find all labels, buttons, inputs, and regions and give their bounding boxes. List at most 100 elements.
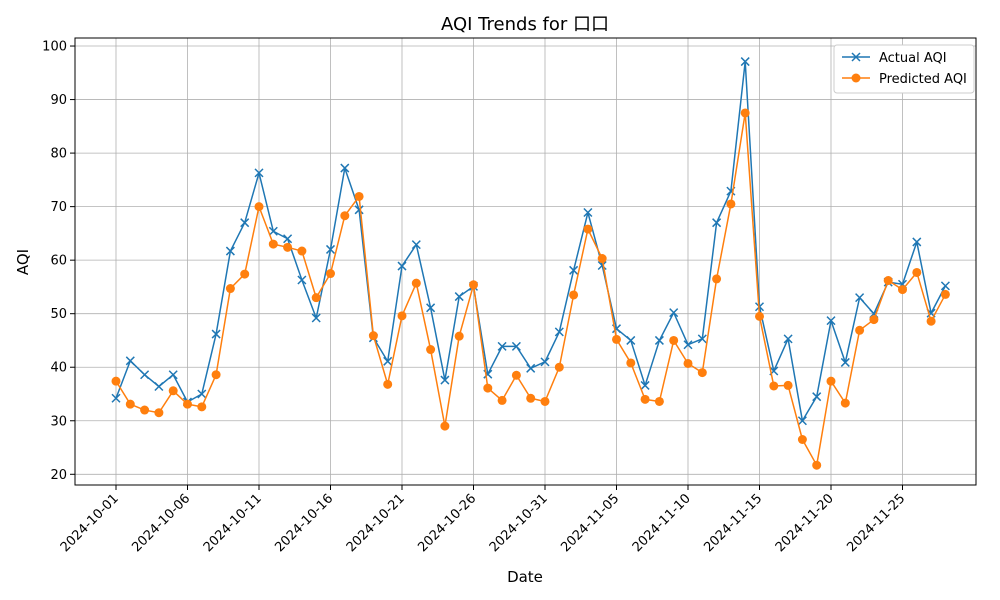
data-point-actual: [311, 313, 321, 323]
data-point-actual: [626, 335, 636, 345]
data-point-predicted: [411, 278, 421, 288]
data-point-actual: [554, 327, 564, 337]
data-point-predicted: [869, 315, 879, 325]
data-point-actual: [740, 57, 750, 67]
data-point-predicted: [840, 398, 850, 408]
data-point-actual: [654, 335, 664, 345]
data-point-actual: [154, 381, 164, 392]
y-tick-label: 90: [50, 93, 67, 108]
data-point-predicted: [554, 362, 564, 372]
data-point-actual: [268, 226, 278, 236]
y-tick-label: 40: [50, 361, 67, 376]
data-point-predicted: [240, 269, 250, 279]
data-point-predicted: [826, 376, 836, 386]
data-point-predicted: [855, 325, 865, 335]
data-point-predicted: [469, 280, 478, 290]
data-point-actual: [840, 357, 850, 367]
data-point-actual: [683, 340, 693, 350]
data-point-predicted: [125, 399, 135, 409]
data-point-actual: [354, 205, 364, 215]
series-layer: [111, 57, 950, 470]
data-point-predicted: [497, 395, 507, 405]
y-tick-label: 100: [42, 40, 67, 55]
data-point-actual: [240, 218, 250, 228]
data-point-predicted: [912, 267, 922, 277]
data-point-actual: [125, 356, 135, 366]
legend: Actual AQI Predicted AQI: [833, 44, 975, 94]
data-point-predicted: [683, 358, 693, 368]
data-point-actual: [826, 316, 836, 326]
data-point-predicted: [140, 405, 150, 415]
y-axis-ticks: 20 30 40 50 60 70 80 90 100: [42, 40, 75, 483]
data-point-predicted: [197, 402, 207, 412]
y-tick-label: 80: [50, 147, 67, 162]
data-point-predicted: [283, 242, 293, 252]
plot-frame: [74, 37, 977, 486]
legend-label-actual: Actual AQI: [879, 51, 947, 66]
data-point-predicted: [254, 202, 264, 212]
data-point-predicted: [669, 335, 679, 345]
data-point-predicted: [354, 191, 364, 201]
data-point-predicted: [397, 311, 407, 321]
data-point-predicted: [712, 274, 722, 284]
data-point-predicted: [898, 285, 907, 295]
data-point-predicted: [654, 396, 664, 406]
data-point-predicted: [583, 224, 593, 234]
data-point-actual: [426, 303, 436, 313]
x-axis-label: Date: [507, 568, 543, 586]
data-point-actual: [454, 292, 464, 302]
data-point-actual: [569, 265, 579, 275]
y-tick-label: 20: [50, 468, 67, 483]
data-point-predicted: [340, 211, 350, 221]
data-point-predicted: [211, 370, 221, 380]
legend-label-predicted: Predicted AQI: [879, 72, 967, 87]
data-point-predicted: [368, 331, 378, 341]
data-point-actual: [855, 293, 865, 303]
data-point-predicted: [940, 289, 950, 299]
data-point-predicted: [726, 199, 736, 209]
data-point-predicted: [769, 381, 779, 391]
data-point-actual: [140, 370, 150, 380]
data-point-predicted: [755, 311, 764, 321]
chart-title: AQI Trends for 口口: [441, 14, 609, 35]
data-point-predicted: [454, 331, 464, 341]
data-point-actual: [397, 261, 407, 271]
data-point-predicted: [540, 396, 550, 406]
data-point-actual: [940, 281, 950, 291]
data-point-predicted: [812, 460, 822, 470]
data-point-predicted: [797, 434, 807, 444]
data-point-actual: [783, 334, 793, 344]
data-point-predicted: [111, 376, 121, 386]
data-point-predicted: [926, 316, 936, 326]
data-point-predicted: [526, 393, 536, 403]
data-point-predicted: [483, 383, 493, 393]
y-tick-label: 70: [50, 200, 67, 215]
data-point-actual: [383, 356, 393, 366]
data-point-actual: [297, 275, 307, 285]
data-point-actual: [340, 163, 350, 173]
data-point-predicted: [383, 379, 393, 389]
y-axis-label: AQI: [14, 249, 32, 275]
data-point-actual: [797, 416, 807, 426]
data-point-predicted: [697, 368, 707, 378]
data-point-actual: [812, 392, 822, 402]
data-point-actual: [411, 240, 421, 250]
data-point-actual: [211, 329, 221, 339]
data-point-predicted: [740, 108, 750, 118]
data-point-predicted: [426, 345, 436, 355]
data-point-actual: [912, 237, 922, 247]
legend-marker-actual: [851, 52, 861, 62]
y-tick-label: 30: [50, 414, 67, 429]
data-point-actual: [254, 168, 264, 178]
data-point-actual: [697, 334, 707, 344]
data-point-actual: [669, 308, 679, 318]
data-point-predicted: [311, 293, 321, 303]
data-point-actual: [526, 363, 536, 373]
y-tick-label: 50: [50, 307, 67, 322]
legend-marker-predicted: [851, 73, 861, 83]
data-point-predicted: [154, 408, 164, 418]
data-point-actual: [283, 234, 293, 244]
data-point-predicted: [225, 284, 235, 294]
